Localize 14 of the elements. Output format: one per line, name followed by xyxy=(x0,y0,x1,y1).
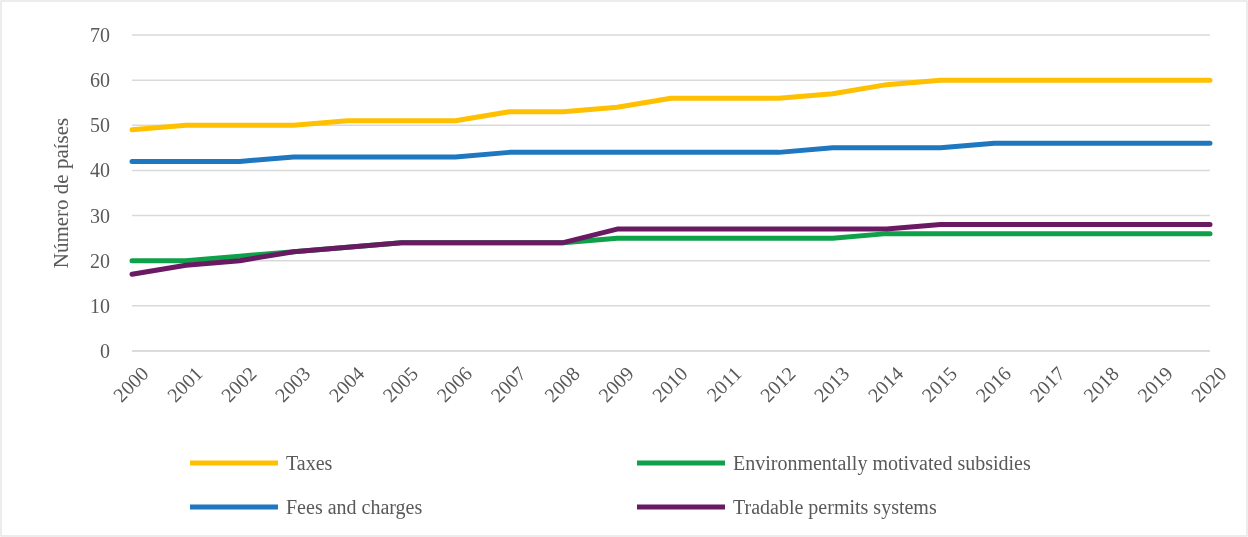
y-tick-label: 0 xyxy=(100,340,110,362)
y-tick-label: 50 xyxy=(90,114,110,137)
legend-label: Fees and charges xyxy=(286,496,423,519)
y-tick-label: 10 xyxy=(90,294,110,317)
y-tick-label: 30 xyxy=(90,204,110,227)
y-axis-title: Número de países xyxy=(49,117,73,269)
x-tick-label: 2011 xyxy=(702,362,746,406)
legend-label: Taxes xyxy=(286,452,333,474)
y-tick-label: 60 xyxy=(90,69,110,92)
legend-label: Environmentally motivated subsidies xyxy=(733,452,1031,475)
y-tick-label: 70 xyxy=(90,24,110,46)
y-tick-label: 40 xyxy=(90,159,110,182)
y-tick-label: 20 xyxy=(90,249,110,272)
legend-label: Tradable permits systems xyxy=(733,496,937,519)
